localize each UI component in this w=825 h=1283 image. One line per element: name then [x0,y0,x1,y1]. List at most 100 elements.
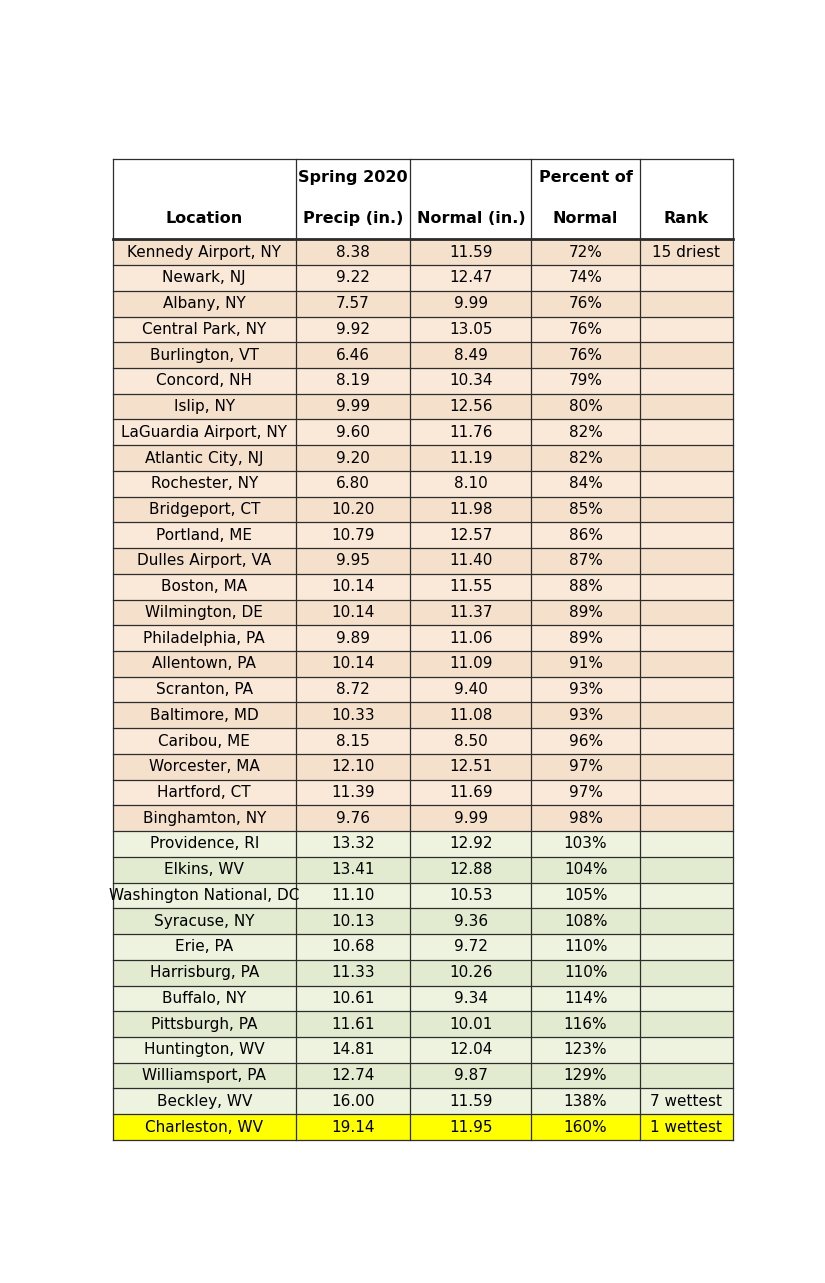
Text: Harrisburg, PA: Harrisburg, PA [149,965,259,980]
Text: 76%: 76% [568,322,602,337]
Bar [113,960,733,985]
Text: Normal (in.): Normal (in.) [417,212,526,227]
Text: Binghamton, NY: Binghamton, NY [143,811,266,826]
Text: 93%: 93% [568,708,603,722]
Text: 98%: 98% [568,811,602,826]
Text: Burlington, VT: Burlington, VT [150,348,258,363]
Text: 9.99: 9.99 [336,399,370,414]
Text: 82%: 82% [568,450,602,466]
Bar [113,266,733,291]
Text: 116%: 116% [563,1016,607,1032]
Text: 9.99: 9.99 [454,296,488,312]
Text: 14.81: 14.81 [332,1042,375,1057]
Bar [113,625,733,650]
Text: 11.39: 11.39 [331,785,375,801]
Text: 10.14: 10.14 [332,604,375,620]
Text: Providence, RI: Providence, RI [149,837,259,852]
Text: Elkins, WV: Elkins, WV [164,862,244,878]
Text: Rank: Rank [664,212,709,227]
Text: 160%: 160% [563,1120,607,1134]
Text: 96%: 96% [568,734,603,748]
Text: LaGuardia Airport, NY: LaGuardia Airport, NY [121,425,287,440]
Text: 123%: 123% [563,1042,607,1057]
Text: 11.09: 11.09 [449,657,493,671]
Text: 11.95: 11.95 [449,1120,493,1134]
Text: Worcester, MA: Worcester, MA [148,760,260,775]
Text: 8.15: 8.15 [336,734,370,748]
Text: 11.69: 11.69 [449,785,493,801]
Text: Charleston, WV: Charleston, WV [145,1120,263,1134]
Text: Central Park, NY: Central Park, NY [142,322,266,337]
Text: 105%: 105% [563,888,607,903]
Text: 110%: 110% [563,939,607,955]
Text: Wilmington, DE: Wilmington, DE [145,604,263,620]
Text: 85%: 85% [568,502,602,517]
Text: 103%: 103% [563,837,607,852]
Text: 11.33: 11.33 [331,965,375,980]
Text: 10.26: 10.26 [449,965,493,980]
Text: Atlantic City, NJ: Atlantic City, NJ [145,450,263,466]
Bar [113,857,733,883]
Text: 114%: 114% [563,990,607,1006]
Text: 11.19: 11.19 [449,450,493,466]
Text: 91%: 91% [568,657,602,671]
Bar [113,394,733,420]
Text: Location: Location [166,212,243,227]
Bar [113,159,733,240]
Text: 9.92: 9.92 [336,322,370,337]
Bar [113,934,733,960]
Text: Concord, NH: Concord, NH [156,373,252,389]
Text: Washington National, DC: Washington National, DC [109,888,299,903]
Text: 10.34: 10.34 [449,373,493,389]
Text: 11.59: 11.59 [449,1094,493,1109]
Text: 87%: 87% [568,553,602,568]
Text: 9.36: 9.36 [454,913,488,929]
Text: 19.14: 19.14 [332,1120,375,1134]
Text: 82%: 82% [568,425,602,440]
Bar [113,471,733,497]
Bar [113,1037,733,1062]
Text: 76%: 76% [568,296,602,312]
Text: 9.99: 9.99 [454,811,488,826]
Text: 13.05: 13.05 [449,322,493,337]
Text: 9.34: 9.34 [454,990,488,1006]
Text: 9.95: 9.95 [336,553,370,568]
Bar [113,240,733,266]
Bar [113,831,733,857]
Text: 8.19: 8.19 [336,373,370,389]
Text: 9.87: 9.87 [454,1067,488,1083]
Text: 88%: 88% [568,579,602,594]
Bar [113,445,733,471]
Text: 11.55: 11.55 [449,579,493,594]
Text: 9.89: 9.89 [336,631,370,645]
Text: Kennedy Airport, NY: Kennedy Airport, NY [127,245,281,259]
Text: Erie, PA: Erie, PA [175,939,233,955]
Text: 7.57: 7.57 [336,296,370,312]
Bar [113,599,733,625]
Text: 11.98: 11.98 [449,502,493,517]
Text: Precip (in.): Precip (in.) [303,212,403,227]
Bar [113,1088,733,1114]
Bar [113,1114,733,1139]
Bar [113,317,733,343]
Text: 11.08: 11.08 [449,708,493,722]
Text: Scranton, PA: Scranton, PA [156,683,252,697]
Text: 1 wettest: 1 wettest [650,1120,723,1134]
Text: 12.57: 12.57 [449,527,493,543]
Bar [113,368,733,394]
Text: 110%: 110% [563,965,607,980]
Bar [113,908,733,934]
Text: 79%: 79% [568,373,602,389]
Text: Caribou, ME: Caribou, ME [158,734,250,748]
Text: Spring 2020: Spring 2020 [298,169,408,185]
Bar [113,1011,733,1037]
Text: 12.88: 12.88 [449,862,493,878]
Text: 11.06: 11.06 [449,631,493,645]
Bar [113,548,733,574]
Text: 11.40: 11.40 [449,553,493,568]
Text: 10.68: 10.68 [332,939,375,955]
Text: 12.04: 12.04 [449,1042,493,1057]
Text: Bridgeport, CT: Bridgeport, CT [148,502,260,517]
Text: 80%: 80% [568,399,602,414]
Bar [113,754,733,780]
